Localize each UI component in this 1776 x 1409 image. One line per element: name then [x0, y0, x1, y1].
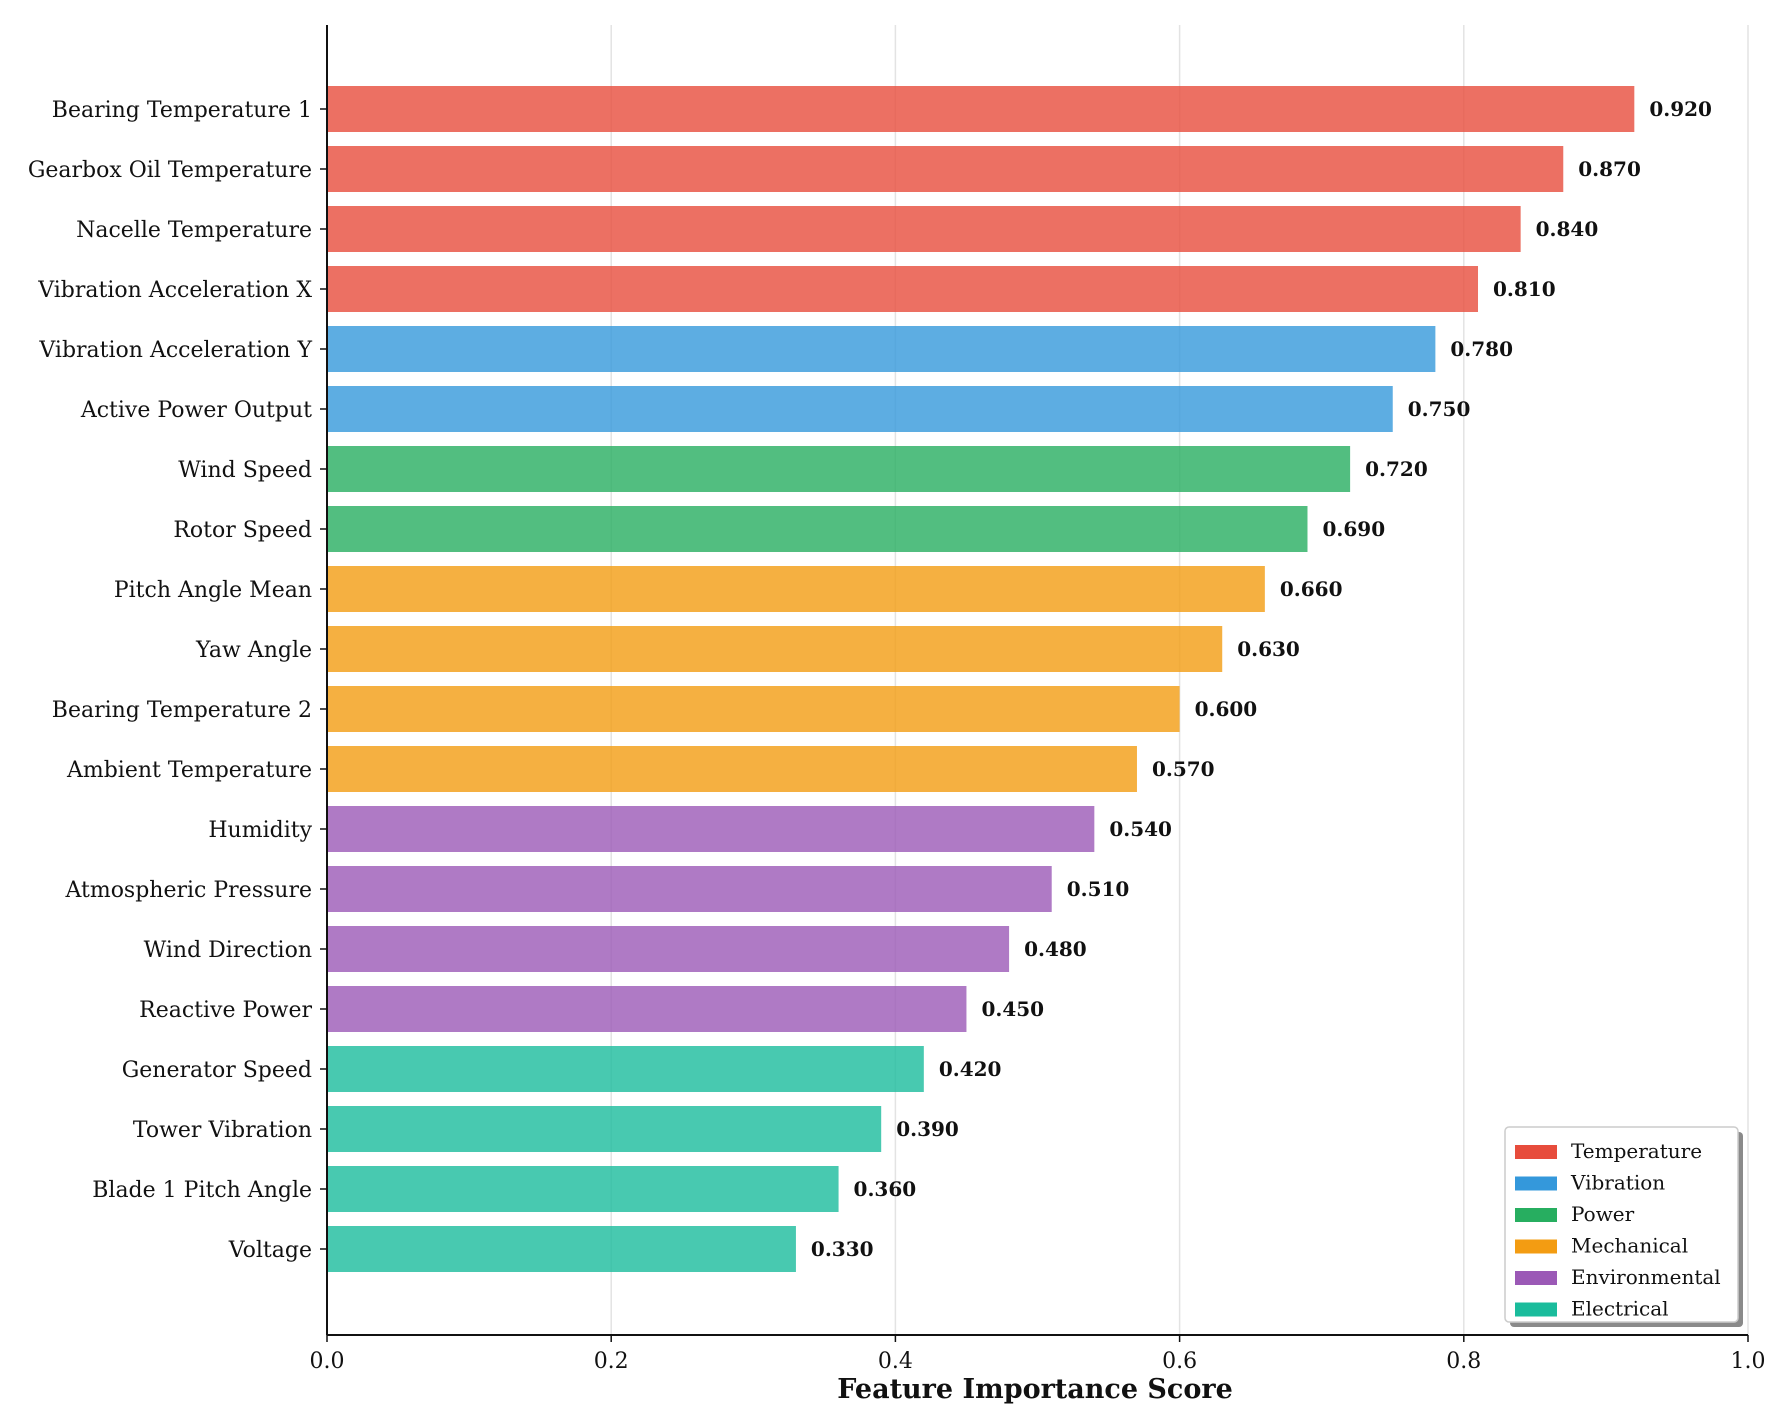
- legend-label-mechanical: Mechanical: [1571, 1234, 1688, 1258]
- bar-16: [327, 1046, 924, 1092]
- category-label-18: Blade 1 Pitch Angle: [92, 1178, 312, 1203]
- legend-label-electrical: Electrical: [1571, 1297, 1669, 1321]
- value-label-3: 0.810: [1493, 277, 1556, 301]
- value-labels: 0.920 0.870 0.840 0.810 0.780 0.750 0.720 0.690…: [811, 97, 1712, 1261]
- legend: Temperature Vibration Power Mechanical Envir…: [1504, 1126, 1743, 1327]
- legend-swatch-mechanical: [1515, 1239, 1557, 1254]
- bar-10: [327, 686, 1180, 732]
- value-label-8: 0.660: [1280, 577, 1343, 601]
- category-label-12: Humidity: [208, 818, 312, 843]
- bars: [327, 86, 1635, 1272]
- legend-label-environmental: Environmental: [1571, 1265, 1721, 1289]
- bar-19: [327, 1226, 796, 1272]
- category-label-2: Nacelle Temperature: [76, 218, 312, 243]
- bar-8: [327, 566, 1265, 612]
- category-label-6: Wind Speed: [178, 458, 312, 483]
- bar-3: [327, 266, 1479, 312]
- value-label-14: 0.480: [1024, 937, 1087, 961]
- legend-label-temperature: Temperature: [1571, 1139, 1702, 1163]
- value-label-10: 0.600: [1195, 697, 1258, 721]
- bar-12: [327, 806, 1095, 852]
- x-tick-label-0: 0.0: [310, 1349, 345, 1374]
- x-axis-title: Feature Importance Score: [837, 1374, 1233, 1405]
- bar-9: [327, 626, 1223, 672]
- category-label-8: Pitch Angle Mean: [114, 578, 312, 603]
- category-label-14: Wind Direction: [144, 938, 312, 963]
- bar-17: [327, 1106, 882, 1152]
- legend-label-vibration: Vibration: [1570, 1171, 1665, 1195]
- x-tick-label-3: 0.6: [1162, 1349, 1197, 1374]
- value-label-17: 0.390: [896, 1117, 959, 1141]
- x-ticks: 0.0 0.2 0.4 0.6 0.8 1.0: [310, 1335, 1766, 1374]
- value-label-0: 0.920: [1649, 97, 1712, 121]
- bar-11: [327, 746, 1137, 792]
- category-label-4: Vibration Acceleration Y: [38, 338, 312, 363]
- value-label-7: 0.690: [1322, 517, 1385, 541]
- legend-box: [1504, 1126, 1739, 1323]
- value-label-18: 0.360: [854, 1177, 917, 1201]
- category-label-19: Voltage: [228, 1238, 312, 1263]
- value-label-19: 0.330: [811, 1237, 874, 1261]
- bar-7: [327, 506, 1308, 552]
- value-label-4: 0.780: [1450, 337, 1513, 361]
- legend-label-power: Power: [1571, 1202, 1635, 1226]
- x-tick-label-5: 1.0: [1731, 1349, 1766, 1374]
- bar-1: [327, 146, 1564, 192]
- category-label-15: Reactive Power: [139, 998, 312, 1023]
- legend-swatch-environmental: [1515, 1271, 1557, 1285]
- category-label-1: Gearbox Oil Temperature: [28, 158, 312, 183]
- axes: [326, 25, 1748, 1336]
- legend-swatch-electrical: [1515, 1302, 1557, 1317]
- x-tick-label-2: 0.4: [878, 1349, 913, 1374]
- value-label-15: 0.450: [981, 997, 1044, 1021]
- category-label-16: Generator Speed: [122, 1058, 312, 1083]
- legend-swatch-temperature: [1515, 1145, 1557, 1159]
- value-label-13: 0.510: [1067, 877, 1130, 901]
- legend-swatch-power: [1515, 1208, 1557, 1222]
- value-label-11: 0.570: [1152, 757, 1215, 781]
- category-labels: Bearing Temperature 1 Gearbox Oil Tempera…: [28, 98, 327, 1263]
- bar-14: [327, 926, 1010, 972]
- category-label-9: Yaw Angle: [195, 638, 312, 663]
- category-label-10: Bearing Temperature 2: [52, 698, 312, 723]
- bar-0: [327, 86, 1635, 132]
- value-label-1: 0.870: [1578, 157, 1641, 181]
- bar-13: [327, 866, 1052, 912]
- x-tick-label-4: 0.8: [1446, 1349, 1481, 1374]
- category-label-5: Active Power Output: [80, 398, 312, 423]
- bar-4: [327, 326, 1436, 372]
- value-label-6: 0.720: [1365, 457, 1428, 481]
- category-label-7: Rotor Speed: [173, 518, 312, 543]
- category-label-17: Tower Vibration: [133, 1118, 312, 1143]
- value-label-12: 0.540: [1109, 817, 1172, 841]
- x-tick-label-1: 0.2: [594, 1349, 629, 1374]
- legend-swatch-vibration: [1515, 1176, 1557, 1191]
- bar-18: [327, 1166, 839, 1212]
- value-label-5: 0.750: [1408, 397, 1471, 421]
- category-label-13: Atmospheric Pressure: [64, 878, 312, 903]
- value-label-9: 0.630: [1237, 637, 1300, 661]
- bar-15: [327, 986, 967, 1032]
- bar-5: [327, 386, 1393, 432]
- category-label-11: Ambient Temperature: [66, 758, 312, 783]
- category-label-0: Bearing Temperature 1: [52, 98, 312, 123]
- category-label-3: Vibration Acceleration X: [37, 278, 312, 303]
- bar-6: [327, 446, 1351, 492]
- bar-2: [327, 206, 1521, 252]
- value-label-2: 0.840: [1536, 217, 1599, 241]
- value-label-16: 0.420: [939, 1057, 1002, 1081]
